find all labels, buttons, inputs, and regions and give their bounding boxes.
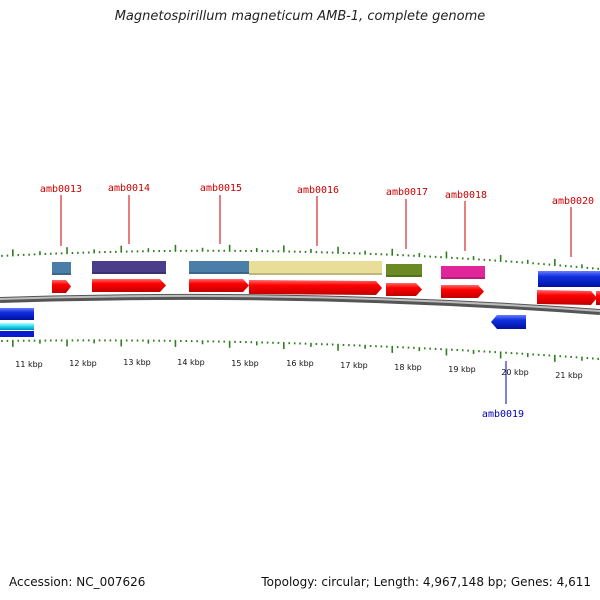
gene-label-amb0013[interactable]: amb0013: [40, 184, 82, 195]
scale-label: 20 kbp: [501, 368, 529, 377]
genome-backbone-highlight: [0, 294, 600, 312]
gene-label-amb0015[interactable]: amb0015: [200, 183, 242, 194]
gene-label-amb0014[interactable]: amb0014: [108, 183, 150, 194]
reverse-tick-marks: [1, 339, 600, 362]
amb0017-feature-block[interactable]: [386, 264, 422, 277]
scale-label: 15 kbp: [231, 359, 259, 368]
amb0017-gene-arrow[interactable]: [386, 283, 422, 296]
genome-summary-text: Topology: circular; Length: 4,967,148 bp…: [261, 575, 591, 589]
gene-label-amb0018[interactable]: amb0018: [445, 190, 487, 201]
amb0020-gene-arrow[interactable]: [537, 290, 597, 305]
edge-gene-cyan: [0, 323, 34, 330]
edge-gene-navy: [0, 331, 34, 337]
gene-label-amb0019[interactable]: amb0019: [482, 409, 524, 420]
amb0013-feature-block[interactable]: [52, 262, 71, 275]
feature-block-shadows: [52, 272, 485, 279]
forward-tick-marks: [1, 244, 600, 270]
scale-label: 16 kbp: [286, 359, 314, 368]
scale-label: 17 kbp: [340, 361, 368, 370]
scale-label: 19 kbp: [448, 365, 476, 374]
amb0020-feature-block[interactable]: [538, 271, 600, 287]
genome-backbone: [0, 293, 600, 315]
scale-label: 11 kbp: [15, 360, 43, 369]
gene-label-amb0020[interactable]: amb0020: [552, 196, 594, 207]
amb0014-feature-block[interactable]: [92, 261, 166, 274]
amb0016-feature-block[interactable]: [249, 261, 382, 275]
scale-label: 21 kbp: [555, 371, 583, 380]
accession-text: Accession: NC_007626: [9, 575, 146, 589]
amb0018-feature-block[interactable]: [441, 266, 485, 279]
amb0016-gene-arrow[interactable]: [249, 280, 382, 295]
amb0013-gene-arrow[interactable]: [52, 280, 71, 293]
gene-label-amb0016[interactable]: amb0016: [297, 185, 339, 196]
map-title: Magnetospirillum magneticum AMB-1, compl…: [114, 9, 486, 24]
gene-label-amb0017[interactable]: amb0017: [386, 187, 428, 198]
amb0019-gene-arrow[interactable]: [491, 315, 526, 329]
amb0015-gene-arrow[interactable]: [189, 279, 249, 292]
edge-gene-right: [596, 291, 600, 305]
scale-label: 12 kbp: [69, 359, 97, 368]
amb0015-feature-block[interactable]: [189, 261, 249, 274]
scale-label: 18 kbp: [394, 363, 422, 372]
scale-label: 14 kbp: [177, 358, 205, 367]
scale-label: 13 kbp: [123, 358, 151, 367]
edge-gene-blue: [0, 308, 34, 320]
label-leader-lines: [60, 195, 572, 404]
amb0018-gene-arrow[interactable]: [441, 285, 484, 298]
amb0014-gene-arrow[interactable]: [92, 279, 166, 292]
scale-labels: 11 kbp 12 kbp 13 kbp 14 kbp 15 kbp 16 kb…: [15, 358, 583, 380]
